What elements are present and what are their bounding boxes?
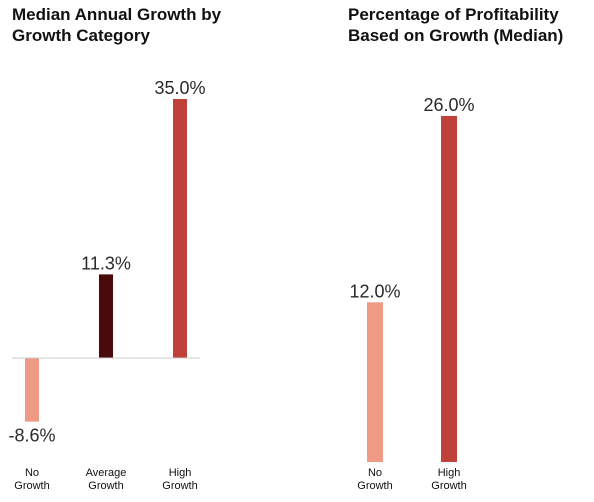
growth-value-label: -8.6%: [8, 426, 55, 446]
growth-category-label: Growth: [88, 480, 123, 492]
growth-category-label: No: [25, 467, 39, 479]
profitability-bar: [441, 115, 457, 462]
growth-bar: [25, 358, 39, 422]
growth-category-label: High: [169, 467, 192, 479]
chart-title-growth: Median Annual Growth by Growth Category: [12, 5, 222, 45]
growth-category-label: Growth: [14, 480, 49, 492]
profitability-category-label: No: [368, 467, 382, 479]
profitability-value-label: 26.0%: [423, 95, 474, 115]
profitability-bar: [367, 302, 383, 462]
growth-value-label: 11.3%: [81, 253, 131, 273]
chart-title-profitability: Percentage of Profitability Based on Gro…: [348, 5, 564, 45]
profitability-category-label: Growth: [357, 480, 392, 492]
growth-bar: [99, 274, 113, 358]
growth-bar: [173, 99, 187, 358]
profitability-category-label: High: [438, 467, 461, 479]
growth-category-label: Average: [86, 467, 127, 479]
profitability-value-label: 12.0%: [349, 281, 400, 301]
profitability-category-label: Growth: [431, 480, 466, 492]
growth-value-label: 35.0%: [154, 78, 205, 98]
growth-category-label: Growth: [162, 480, 197, 492]
